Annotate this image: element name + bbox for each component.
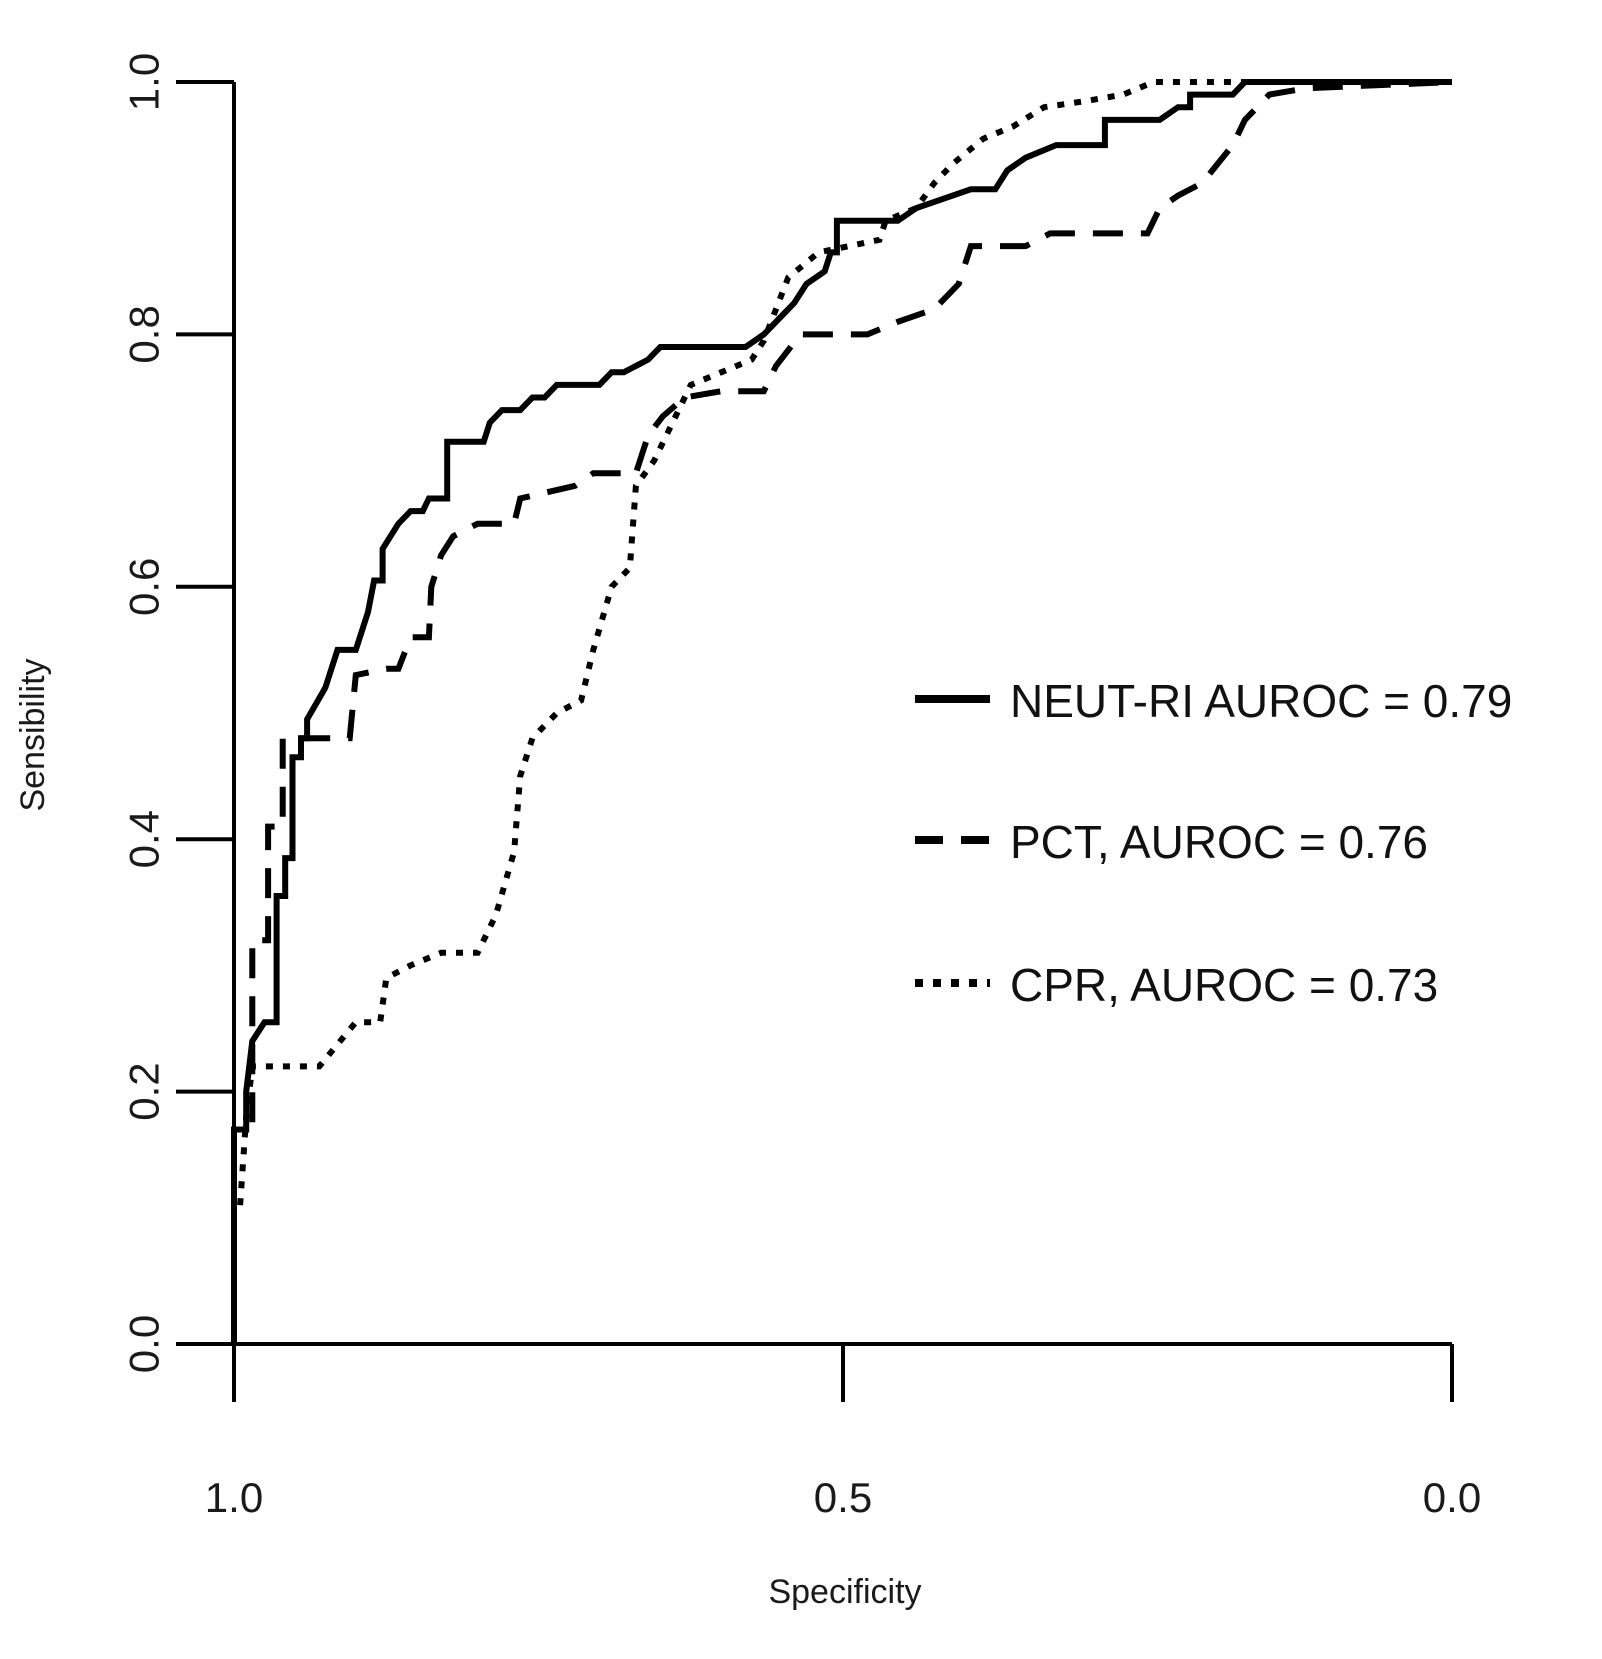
legend-label-neut-ri: NEUT-RI AUROC = 0.79 — [1010, 675, 1512, 727]
x-tick-label: 0.0 — [1423, 1474, 1481, 1521]
y-axis-title: Sensibility — [14, 658, 52, 811]
y-tick-label: 0.2 — [121, 1062, 168, 1120]
y-tick-label: 1.0 — [121, 53, 168, 111]
series-line-neut-ri — [231, 79, 1452, 1344]
y-tick-label: 0.4 — [121, 810, 168, 868]
legend: NEUT-RI AUROC = 0.79 PCT, AUROC = 0.76 CPR… — [915, 675, 1512, 1011]
y-tick-label: 0.8 — [121, 305, 168, 363]
legend-label-pct: PCT, AUROC = 0.76 — [1010, 816, 1428, 868]
x-tick-label: 1.0 — [205, 1474, 263, 1521]
x-tick-label: 0.5 — [814, 1474, 872, 1521]
x-axis-title: Specificity — [768, 1573, 921, 1611]
axes-layer: 0.0 0.2 0.4 0.6 0.8 1.0 1.0 0.5 0.0 — [121, 53, 1482, 1521]
series-line-cpr — [237, 79, 1452, 1206]
series-layer — [231, 79, 1453, 1344]
series-line-pct — [231, 79, 1453, 1344]
y-tick-label: 0.0 — [121, 1315, 168, 1373]
legend-label-cpr: CPR, AUROC = 0.73 — [1010, 959, 1438, 1011]
y-tick-label: 0.6 — [121, 558, 168, 616]
